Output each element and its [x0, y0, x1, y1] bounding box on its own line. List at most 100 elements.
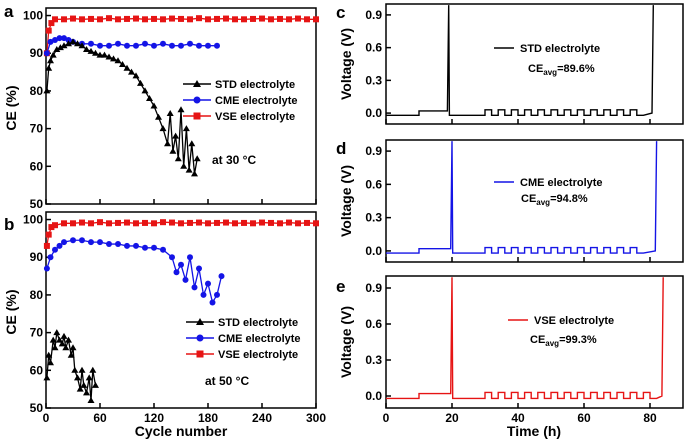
- data-point: [88, 15, 94, 22]
- data-point: [250, 220, 256, 227]
- series-line: [46, 239, 223, 305]
- legend-cme: CME electrolyte: [183, 95, 298, 107]
- data-point: [83, 45, 90, 52]
- series-line: [46, 332, 97, 401]
- y-tick-label: 0.9: [365, 281, 382, 295]
- data-point: [182, 125, 190, 132]
- panel-e-ylabel: Voltage (V): [338, 306, 354, 378]
- data-point: [151, 42, 157, 49]
- legend-cme-marker: [196, 334, 204, 342]
- data-point: [133, 42, 139, 49]
- data-point: [45, 351, 53, 358]
- panel-e: e Voltage (V) Time (h) 0.0 0.3 0.6 0.9 0 20 4…: [336, 275, 684, 439]
- data-point: [56, 44, 64, 51]
- panel-d-label: d: [336, 139, 346, 158]
- y-tick-label: 0.0: [365, 244, 382, 258]
- data-point: [114, 57, 122, 64]
- data-point: [56, 242, 63, 249]
- panel-d-xticks: [385, 257, 651, 262]
- panel-e-ce-sub: avg: [545, 339, 559, 348]
- data-point: [43, 265, 50, 272]
- data-point: [155, 113, 162, 120]
- y-tick-label: 90: [30, 46, 44, 60]
- data-point: [53, 329, 61, 336]
- data-point: [141, 87, 149, 94]
- x-tick-label: 40: [511, 411, 525, 425]
- data-point: [188, 140, 196, 147]
- data-point: [80, 381, 88, 388]
- y-tick-label: 0.0: [365, 389, 382, 403]
- data-point: [106, 42, 112, 49]
- data-point: [142, 219, 148, 226]
- data-point: [97, 16, 103, 23]
- data-point: [79, 219, 85, 226]
- data-point: [295, 15, 301, 22]
- panel-d-ce-prefix: CE: [521, 193, 536, 205]
- data-point: [65, 40, 72, 47]
- panel-a: a CE (%) 50 60 70 80 90 100 STD electrolyte C…: [3, 2, 319, 211]
- y-tick-label: 0.6: [365, 41, 382, 55]
- data-point: [214, 15, 220, 22]
- data-point: [105, 53, 113, 60]
- data-point: [174, 155, 182, 162]
- data-point: [124, 219, 130, 226]
- panel-c-legend: STD electrolyte CEavg=89.6%: [494, 43, 600, 77]
- data-point: [268, 16, 274, 23]
- data-point: [313, 16, 319, 23]
- data-point: [169, 254, 175, 261]
- panel-b-frame: [45, 211, 317, 409]
- data-point: [96, 51, 104, 58]
- x-tick-label: 180: [198, 411, 218, 425]
- y-tick-label: 50: [30, 401, 44, 415]
- panel-c-ylabel: Voltage (V): [338, 28, 354, 100]
- data-point: [178, 220, 184, 227]
- data-point: [205, 220, 211, 227]
- data-point: [124, 242, 130, 249]
- y-tick-label: 50: [30, 197, 44, 211]
- panel-b-ylabel: CE (%): [3, 289, 19, 334]
- data-point: [142, 40, 148, 47]
- data-point: [65, 336, 72, 343]
- y-tick-label: 100: [23, 9, 43, 23]
- data-point: [43, 87, 51, 94]
- data-point: [101, 51, 108, 58]
- data-point: [110, 55, 117, 62]
- panel-c-trace: [386, 5, 654, 117]
- panel-e-label: e: [336, 277, 345, 296]
- y-tick-label: 70: [30, 326, 44, 340]
- data-point: [196, 15, 202, 22]
- data-point: [97, 239, 103, 246]
- panel-d-yticks: 0.0 0.3 0.6 0.9: [365, 144, 391, 258]
- data-point: [304, 219, 310, 226]
- data-point: [69, 344, 77, 351]
- panel-d-ylabel: Voltage (V): [338, 165, 354, 237]
- legend-vse: VSE electrolyte: [183, 111, 295, 123]
- data-point: [60, 42, 68, 49]
- data-point: [69, 38, 77, 45]
- data-point: [70, 237, 76, 244]
- data-point: [151, 244, 157, 251]
- data-point: [70, 220, 76, 227]
- data-point: [49, 336, 57, 343]
- panel-c-ce-sub: avg: [543, 68, 557, 77]
- data-point: [56, 35, 63, 42]
- panel-c-label: c: [336, 3, 345, 22]
- data-point: [241, 16, 247, 23]
- data-point: [177, 106, 185, 113]
- data-point: [286, 219, 292, 226]
- data-point: [115, 16, 121, 23]
- data-point: [47, 254, 54, 261]
- data-point: [133, 220, 139, 227]
- data-point: [79, 237, 85, 244]
- data-point: [119, 61, 126, 68]
- x-tick-label: 240: [252, 411, 272, 425]
- legend-std-label: STD electrolyte: [218, 317, 298, 329]
- panel-c: c Voltage (V) 0.0 0.3 0.6 0.9 STD electroly…: [336, 3, 684, 125]
- legend-cme-label: CME electrolyte: [215, 95, 298, 107]
- data-point: [241, 219, 247, 226]
- panel-d: d Voltage (V) 0.0 0.3 0.6 0.9 CME electroly…: [336, 139, 684, 263]
- x-tick-label: 0: [43, 411, 50, 425]
- x-tick-label: 0: [383, 411, 390, 425]
- data-point: [48, 224, 55, 231]
